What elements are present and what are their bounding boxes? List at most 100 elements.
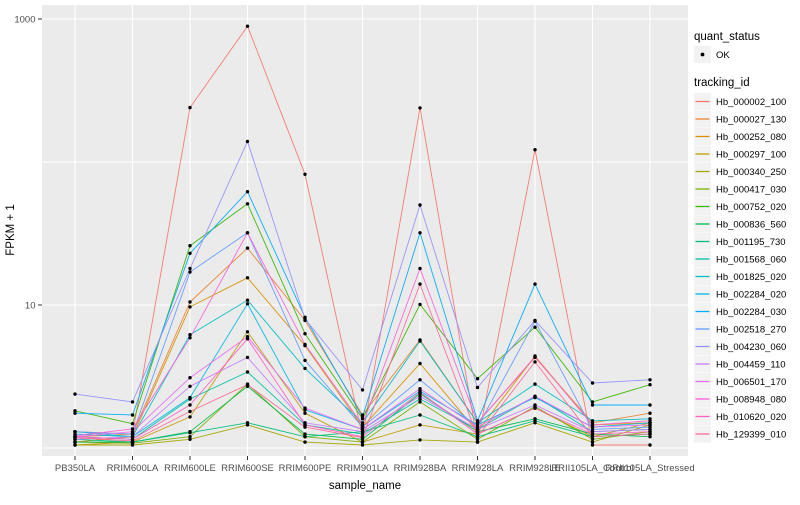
x-tick-label: RRIM600PE bbox=[279, 463, 332, 474]
data-point bbox=[648, 443, 652, 447]
data-point bbox=[303, 425, 307, 429]
data-point bbox=[475, 385, 480, 390]
data-point bbox=[533, 282, 537, 286]
data-point bbox=[418, 387, 422, 391]
data-point bbox=[418, 423, 422, 427]
legend-label-Hb_008948_080: Hb_008948_080 bbox=[716, 395, 786, 406]
data-point bbox=[188, 333, 192, 337]
data-point bbox=[533, 419, 537, 423]
data-point bbox=[418, 302, 422, 307]
data-point bbox=[188, 270, 192, 274]
data-point bbox=[245, 276, 250, 280]
data-point bbox=[648, 435, 652, 439]
data-point bbox=[475, 437, 480, 441]
legend-label-Hb_002284_020: Hb_002284_020 bbox=[716, 290, 786, 301]
data-point bbox=[475, 435, 480, 439]
gridlines bbox=[42, 5, 688, 456]
data-point bbox=[360, 415, 365, 419]
data-point bbox=[245, 302, 250, 306]
data-point bbox=[130, 439, 135, 443]
data-point bbox=[533, 318, 537, 323]
data-point bbox=[418, 339, 422, 343]
x-axis: PB350LA RRIM600LA RRIM600LE RRIM600SE RRIM60… bbox=[55, 456, 695, 474]
legend-label-Hb_000252_080: Hb_000252_080 bbox=[716, 132, 786, 143]
data-point bbox=[73, 411, 77, 415]
data-point bbox=[533, 403, 537, 407]
data-point bbox=[533, 382, 537, 386]
y-axis: 1000 10 bbox=[14, 14, 42, 311]
legend-label-Hb_002518_270: Hb_002518_270 bbox=[716, 325, 786, 336]
data-point bbox=[245, 298, 250, 302]
data-points bbox=[73, 24, 652, 447]
legend-label-Hb_006501_170: Hb_006501_170 bbox=[716, 377, 786, 388]
data-point bbox=[303, 406, 307, 410]
data-point bbox=[418, 266, 422, 271]
legend-label-Hb_000002_100: Hb_000002_100 bbox=[716, 97, 786, 108]
data-point bbox=[245, 202, 250, 206]
data-point bbox=[130, 432, 135, 436]
data-point bbox=[245, 337, 250, 341]
data-point bbox=[648, 411, 652, 415]
data-point bbox=[188, 415, 192, 419]
x-axis-title: sample_name bbox=[329, 480, 401, 492]
legend-label-Hb_000297_100: Hb_000297_100 bbox=[716, 150, 786, 161]
legend: Hb_000002_100 Hb_000027_130 Hb_000252_080 H… bbox=[694, 46, 786, 443]
data-point bbox=[533, 406, 537, 410]
data-point bbox=[648, 430, 652, 434]
data-point bbox=[648, 432, 652, 436]
data-point bbox=[303, 358, 307, 363]
data-point bbox=[73, 440, 77, 444]
data-point bbox=[188, 305, 192, 309]
plot-root: 1000 10 PB350LA RRIM600LA RRIM600LE RRIM600SE… bbox=[14, 5, 786, 474]
data-point bbox=[73, 430, 77, 434]
data-point bbox=[418, 282, 422, 286]
data-point bbox=[130, 422, 135, 426]
data-point bbox=[360, 388, 365, 392]
data-point bbox=[590, 400, 595, 404]
data-point bbox=[418, 394, 422, 398]
data-point bbox=[590, 435, 595, 439]
x-tick-label: RRIM928BA bbox=[394, 463, 447, 474]
data-point bbox=[590, 423, 595, 427]
data-point bbox=[418, 413, 422, 417]
legend-point-icon bbox=[700, 52, 705, 57]
data-point bbox=[245, 370, 250, 374]
data-point bbox=[188, 336, 192, 340]
data-point bbox=[188, 395, 192, 400]
data-point bbox=[590, 443, 595, 447]
data-point bbox=[533, 355, 537, 359]
x-tick-label: RRIM600LA bbox=[107, 463, 159, 474]
data-point bbox=[188, 431, 192, 435]
data-point bbox=[360, 443, 365, 447]
y-tick-label: 1000 bbox=[14, 14, 35, 25]
data-point bbox=[303, 411, 307, 415]
data-point bbox=[188, 105, 192, 110]
legend-title-tracking-id: tracking_id bbox=[694, 77, 750, 89]
data-point bbox=[360, 432, 365, 436]
data-point bbox=[245, 190, 250, 194]
data-point bbox=[188, 251, 192, 255]
legend-label-Hb_002284_030: Hb_002284_030 bbox=[716, 307, 786, 318]
data-point bbox=[245, 355, 250, 360]
data-point bbox=[245, 383, 250, 387]
x-tick-label: RRII105LA_Stressed bbox=[605, 463, 694, 474]
legend-label-ok: OK bbox=[716, 50, 730, 61]
data-point bbox=[475, 432, 480, 436]
data-point bbox=[303, 435, 307, 439]
data-point bbox=[590, 403, 595, 407]
data-point bbox=[648, 419, 652, 423]
data-point bbox=[245, 24, 250, 28]
data-point bbox=[475, 421, 480, 425]
data-point bbox=[360, 436, 365, 440]
data-point bbox=[360, 440, 365, 444]
data-point bbox=[475, 377, 480, 381]
x-tick-label: RRIM928LE bbox=[509, 463, 561, 474]
data-point bbox=[245, 246, 250, 250]
data-point bbox=[130, 435, 135, 439]
legend-label-Hb_001568_060: Hb_001568_060 bbox=[716, 255, 786, 266]
data-point bbox=[418, 361, 422, 366]
y-tick-label: 10 bbox=[25, 300, 36, 311]
data-point bbox=[73, 392, 77, 396]
